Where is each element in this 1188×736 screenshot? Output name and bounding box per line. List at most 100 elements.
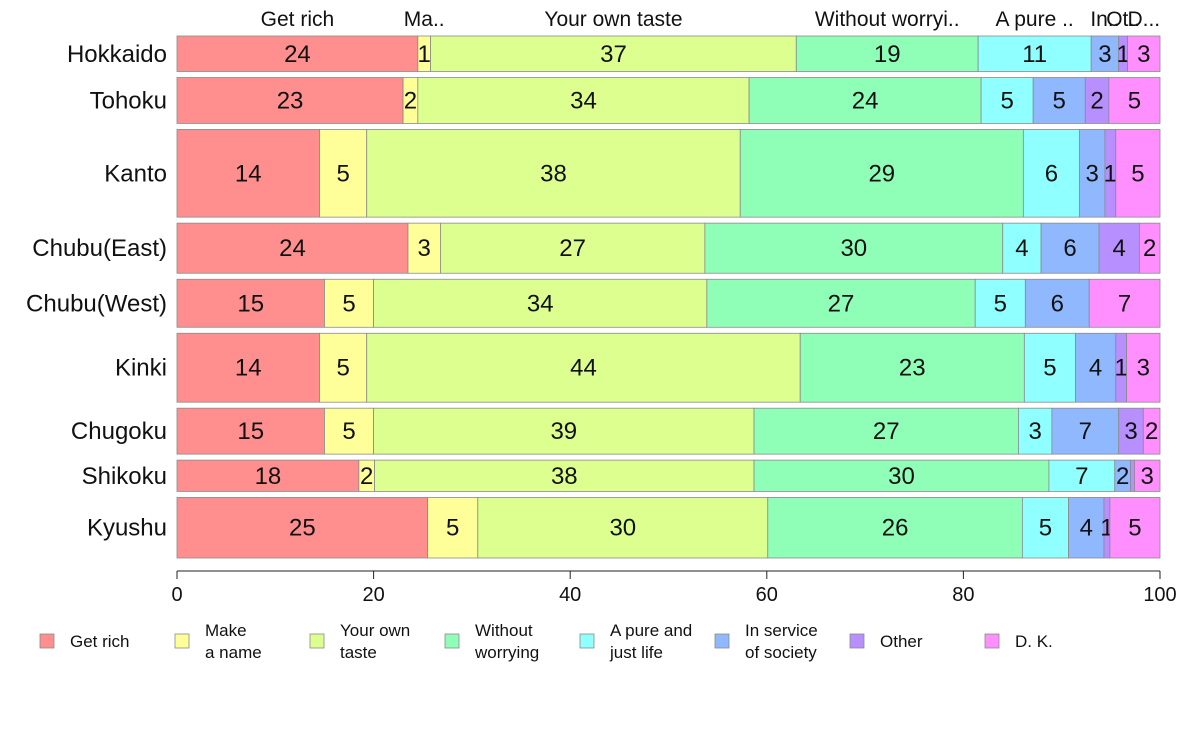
legend-label-a-pure-and-just-life-line-1: A pure and xyxy=(610,621,692,640)
data-label-kinki-a-pure-and-just-life: 5 xyxy=(1043,355,1056,382)
data-label-chugoku-d-k: 2 xyxy=(1145,418,1158,445)
bar-segment-hokkaido-get-rich xyxy=(176,35,419,72)
column-header-a-pure-and-just-life: A pure .. xyxy=(996,8,1074,31)
legend-item-in-service-of-society: In service of society xyxy=(714,621,818,662)
data-label-kinki-in-service-of-society: 4 xyxy=(1089,355,1102,382)
bar-segment-kanto-make-a-name xyxy=(319,129,368,218)
data-label-kanto-get-rich: 14 xyxy=(235,160,262,187)
bar-segment-hokkaido-without-worrying xyxy=(795,35,979,72)
data-label-shikoku-a-pure-and-just-life: 7 xyxy=(1075,463,1088,490)
data-label-chubu-west-in-service-of-society: 6 xyxy=(1051,290,1064,317)
bar-segment-chubu-west-in-service-of-society xyxy=(1024,278,1090,328)
bar-row-kinki: 14 5 44 23 5 4 1 3 xyxy=(176,332,1161,403)
data-label-kyushu-get-rich: 25 xyxy=(289,515,316,542)
data-label-tohoku-other: 2 xyxy=(1090,87,1103,114)
bar-row-kyushu: 25 5 30 26 5 4 1 5 xyxy=(176,497,1161,559)
legend-swatch-get-rich xyxy=(39,633,55,649)
data-label-chubu-west-a-pure-and-just-life: 5 xyxy=(994,290,1007,317)
data-label-kanto-a-pure-and-just-life: 6 xyxy=(1045,160,1058,187)
bar-segment-kanto-in-service-of-society xyxy=(1078,129,1106,218)
bar-row-hokkaido: 24 1 37 19 11 3 1 3 xyxy=(176,35,1161,72)
data-label-tohoku-d-k: 5 xyxy=(1128,87,1141,114)
data-label-shikoku-get-rich: 18 xyxy=(255,463,282,490)
legend-label-your-own-taste-line-2: taste xyxy=(340,643,377,662)
data-label-kanto-other: 1 xyxy=(1104,160,1117,187)
bar-segment-hokkaido-your-own-taste xyxy=(430,35,797,72)
legend-item-other: Other xyxy=(849,632,923,651)
data-label-chugoku-a-pure-and-just-life: 3 xyxy=(1028,418,1041,445)
legend: Get rich Make a name Your own taste Without wo… xyxy=(39,621,1053,662)
data-label-chubu-west-d-k: 7 xyxy=(1118,290,1131,317)
x-tick-label-40: 40 xyxy=(559,584,581,606)
data-label-hokkaido-without-worrying: 19 xyxy=(874,41,901,68)
category-label-chubu-west: Chubu(West) xyxy=(26,290,167,317)
bar-segment-kyushu-a-pure-and-just-life xyxy=(1021,497,1069,559)
bar-segment-tohoku-d-k xyxy=(1108,77,1161,124)
legend-label-without-worrying-line-2: worrying xyxy=(474,643,539,662)
bar-segment-shikoku-your-own-taste xyxy=(374,459,755,492)
data-label-hokkaido-other: 1 xyxy=(1116,41,1129,68)
legend-label-in-service-of-society-line-1: In service xyxy=(745,621,818,640)
data-label-shikoku-in-service-of-society: 2 xyxy=(1116,463,1129,490)
bar-segment-kanto-without-worrying xyxy=(739,129,1024,218)
category-label-tohoku: Tohoku xyxy=(90,87,167,114)
data-label-chubu-west-your-own-taste: 34 xyxy=(527,290,554,317)
legend-swatch-in-service-of-society xyxy=(714,633,730,649)
data-label-kyushu-d-k: 5 xyxy=(1128,515,1141,542)
legend-label-other: Other xyxy=(880,632,923,651)
category-label-kanto: Kanto xyxy=(104,160,167,187)
data-label-kyushu-your-own-taste: 30 xyxy=(609,515,636,542)
legend-item-d-k: D. K. xyxy=(984,632,1053,651)
column-header-other: Ot.. xyxy=(1106,8,1140,31)
bar-segment-kanto-d-k xyxy=(1115,129,1161,218)
data-label-chugoku-in-service-of-society: 7 xyxy=(1079,418,1092,445)
bar-segment-tohoku-without-worrying xyxy=(748,77,982,124)
data-label-chubu-east-a-pure-and-just-life: 4 xyxy=(1015,235,1028,262)
bar-segment-kyushu-your-own-taste xyxy=(477,497,769,559)
data-label-tohoku-get-rich: 23 xyxy=(277,87,304,114)
bar-segment-chubu-west-get-rich xyxy=(176,278,325,328)
bar-segment-chugoku-without-worrying xyxy=(753,407,1019,455)
legend-label-make-a-name-line-2: a name xyxy=(205,643,262,662)
bar-segment-shikoku-get-rich xyxy=(176,459,360,492)
data-label-chubu-west-without-worrying: 27 xyxy=(828,290,855,317)
data-label-kyushu-in-service-of-society: 4 xyxy=(1080,515,1093,542)
bar-segment-chubu-east-a-pure-and-just-life xyxy=(1002,222,1042,274)
bar-segment-shikoku-d-k xyxy=(1134,459,1161,492)
legend-label-in-service-of-society-line-2: of society xyxy=(745,643,817,662)
bar-segment-chubu-east-d-k xyxy=(1138,222,1161,274)
column-header-in-service-of-society: In.. xyxy=(1090,8,1119,31)
bar-segment-kinki-get-rich xyxy=(176,332,320,403)
bar-row-chugoku: 15 5 39 27 3 7 3 2 xyxy=(176,407,1161,455)
bar-segment-kyushu-d-k xyxy=(1109,497,1161,559)
data-label-tohoku-make-a-name: 2 xyxy=(404,87,417,114)
data-label-tohoku-a-pure-and-just-life: 5 xyxy=(1000,87,1013,114)
data-label-hokkaido-a-pure-and-just-life: 11 xyxy=(1022,41,1047,68)
data-label-shikoku-without-worrying: 30 xyxy=(888,463,915,490)
data-label-kanto-make-a-name: 5 xyxy=(336,160,349,187)
legend-swatch-a-pure-and-just-life xyxy=(579,633,595,649)
bar-segment-chugoku-other xyxy=(1118,407,1144,455)
legend-item-get-rich: Get rich xyxy=(39,632,130,651)
bar-segment-kanto-a-pure-and-just-life xyxy=(1022,129,1080,218)
legend-swatch-other xyxy=(849,633,865,649)
bar-segment-chubu-east-make-a-name xyxy=(407,222,441,274)
bar-segment-chubu-east-without-worrying xyxy=(704,222,1004,274)
bar-row-kanto: 14 5 38 29 6 3 1 5 xyxy=(176,129,1161,218)
column-header-d-k: D... xyxy=(1127,8,1160,31)
data-label-chubu-east-your-own-taste: 27 xyxy=(559,235,586,262)
column-header-without-worrying: Without worryi.. xyxy=(815,8,960,31)
data-label-hokkaido-d-k: 3 xyxy=(1137,41,1150,68)
data-label-kinki-other: 1 xyxy=(1114,355,1127,382)
data-label-kinki-get-rich: 14 xyxy=(235,355,262,382)
bar-segment-kinki-a-pure-and-just-life xyxy=(1023,332,1076,403)
category-label-chugoku: Chugoku xyxy=(71,418,167,445)
bar-segment-kyushu-make-a-name xyxy=(427,497,479,559)
data-label-chubu-west-get-rich: 15 xyxy=(237,290,264,317)
bar-segment-chugoku-get-rich xyxy=(176,407,325,455)
bar-segment-chugoku-a-pure-and-just-life xyxy=(1018,407,1053,455)
column-header-your-own-taste: Your own taste xyxy=(544,8,682,31)
data-label-chugoku-without-worrying: 27 xyxy=(873,418,900,445)
